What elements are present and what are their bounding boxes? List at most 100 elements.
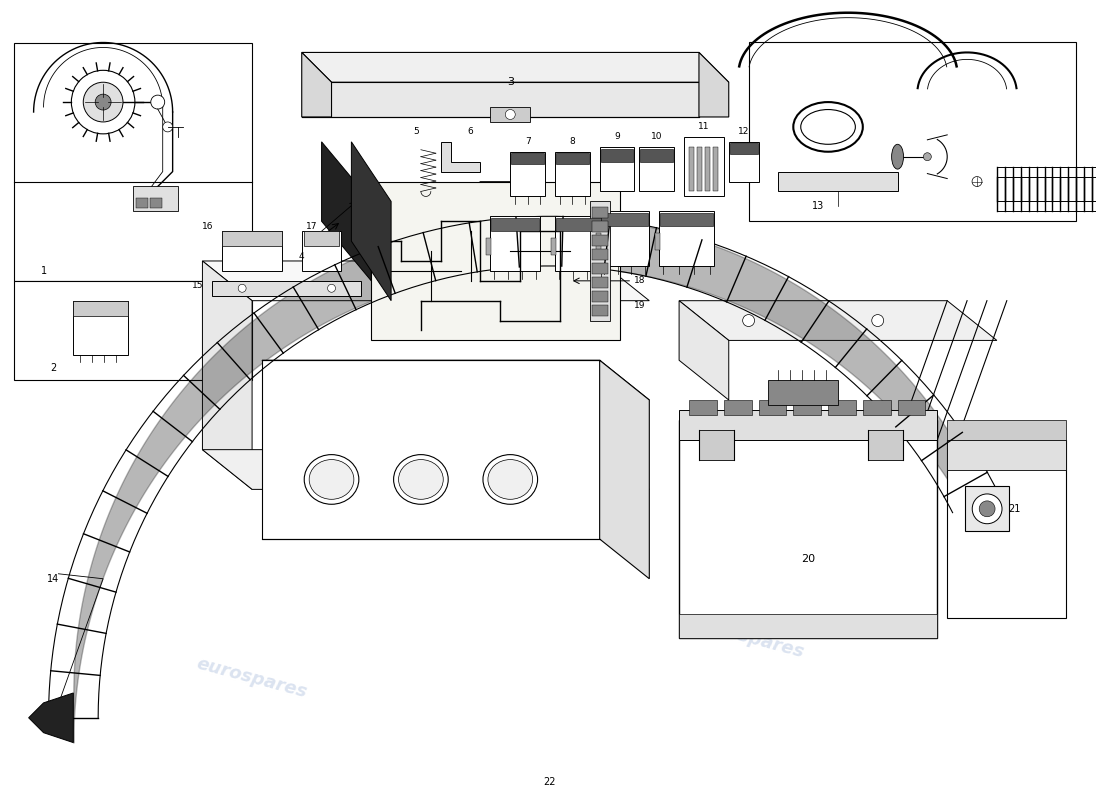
Polygon shape: [202, 450, 649, 490]
Text: 16: 16: [201, 222, 213, 230]
Bar: [729, 142, 758, 154]
Bar: [222, 231, 282, 246]
Bar: [724, 400, 751, 415]
Circle shape: [871, 314, 883, 326]
Circle shape: [72, 70, 135, 134]
Bar: [512, 153, 544, 164]
Bar: [556, 216, 605, 271]
Bar: [74, 301, 128, 315]
Bar: [600, 146, 635, 191]
Polygon shape: [202, 261, 252, 490]
Circle shape: [505, 110, 515, 119]
Text: 2: 2: [51, 363, 56, 374]
Ellipse shape: [801, 110, 856, 144]
Bar: [601, 214, 648, 226]
Polygon shape: [262, 360, 649, 400]
Polygon shape: [351, 142, 392, 301]
Text: 9: 9: [614, 132, 620, 142]
Text: 3: 3: [507, 78, 514, 87]
Bar: [556, 218, 604, 231]
Bar: [14, 42, 252, 281]
Bar: [486, 238, 492, 254]
Polygon shape: [301, 53, 728, 82]
Bar: [947, 440, 1066, 470]
Bar: [136, 198, 147, 208]
Bar: [862, 400, 891, 415]
Bar: [689, 400, 717, 415]
Bar: [689, 146, 694, 191]
Text: 10: 10: [651, 132, 662, 142]
Polygon shape: [29, 693, 74, 742]
Text: 5: 5: [414, 127, 419, 136]
Text: 19: 19: [634, 301, 645, 310]
Bar: [590, 202, 609, 321]
Text: eurospares: eurospares: [691, 615, 806, 662]
Circle shape: [328, 284, 336, 292]
Bar: [372, 182, 619, 341]
Polygon shape: [301, 53, 331, 117]
Bar: [728, 142, 759, 182]
Text: 17: 17: [306, 222, 318, 230]
Circle shape: [163, 122, 173, 132]
Bar: [556, 152, 590, 197]
Bar: [684, 137, 724, 197]
Bar: [947, 440, 1066, 618]
Bar: [212, 281, 361, 296]
Bar: [660, 214, 713, 226]
Bar: [491, 216, 540, 271]
Bar: [713, 146, 718, 191]
Bar: [592, 207, 607, 218]
Bar: [698, 430, 734, 459]
Text: 20: 20: [801, 554, 815, 564]
Bar: [301, 231, 341, 271]
Bar: [262, 360, 600, 539]
Text: eurospares: eurospares: [165, 208, 279, 254]
Text: 21: 21: [1009, 504, 1021, 514]
Circle shape: [151, 95, 165, 109]
Bar: [793, 400, 821, 415]
Circle shape: [742, 314, 755, 326]
Bar: [769, 380, 838, 405]
Bar: [868, 430, 902, 459]
Circle shape: [84, 82, 123, 122]
Bar: [592, 290, 607, 302]
Circle shape: [972, 494, 1002, 524]
Bar: [510, 152, 544, 197]
Ellipse shape: [394, 454, 448, 504]
Bar: [600, 211, 649, 266]
Bar: [759, 400, 786, 415]
Ellipse shape: [309, 459, 354, 499]
Bar: [491, 107, 530, 122]
Bar: [592, 263, 607, 274]
Text: eurospares: eurospares: [493, 258, 607, 304]
Text: 8: 8: [570, 138, 575, 146]
Text: 4: 4: [299, 251, 305, 261]
Polygon shape: [679, 301, 997, 341]
Bar: [601, 149, 634, 162]
Text: 15: 15: [191, 282, 204, 290]
Bar: [492, 218, 539, 231]
Circle shape: [923, 153, 932, 161]
Text: 13: 13: [812, 202, 824, 211]
Ellipse shape: [488, 459, 532, 499]
Text: 14: 14: [47, 574, 59, 584]
Polygon shape: [679, 301, 728, 400]
Text: 12: 12: [738, 127, 749, 136]
Bar: [779, 171, 898, 191]
Polygon shape: [441, 142, 481, 171]
Bar: [74, 301, 128, 355]
Bar: [679, 410, 937, 440]
Bar: [596, 233, 601, 250]
Text: 11: 11: [698, 122, 710, 131]
Bar: [592, 277, 607, 288]
Bar: [898, 400, 925, 415]
Bar: [749, 42, 1076, 222]
Ellipse shape: [398, 459, 443, 499]
Bar: [640, 149, 673, 162]
Circle shape: [972, 177, 982, 186]
Bar: [133, 186, 177, 211]
Polygon shape: [321, 142, 372, 281]
Text: 1: 1: [41, 266, 46, 276]
Bar: [14, 281, 252, 380]
Bar: [150, 198, 162, 208]
